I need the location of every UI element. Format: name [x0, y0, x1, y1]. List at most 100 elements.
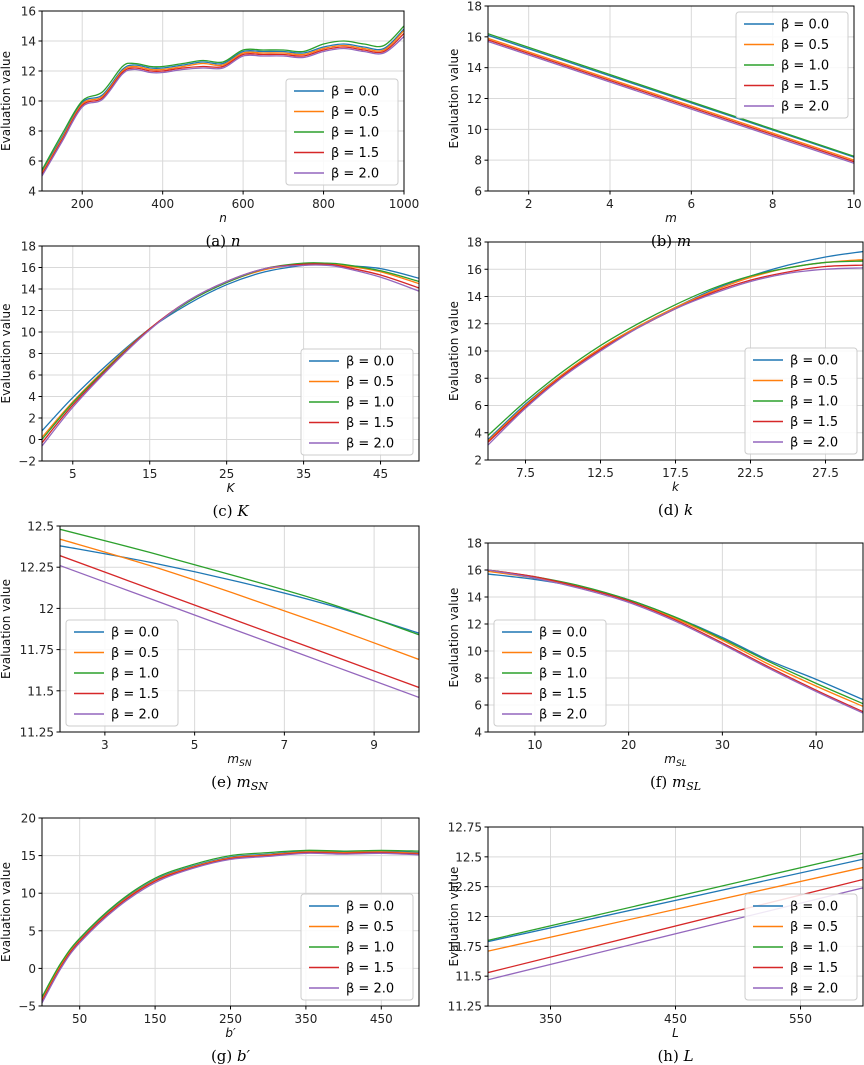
- x-axis-label: b′: [225, 1026, 236, 1040]
- series-line-4: [488, 267, 863, 446]
- x-tick-label: 9: [370, 738, 378, 752]
- y-tick-label: 14: [467, 591, 482, 605]
- y-axis-label: Evaluation value: [0, 579, 13, 679]
- series-line-4: [488, 40, 854, 164]
- x-tick-label: 4: [606, 197, 614, 211]
- series-line-4: [42, 852, 419, 1004]
- series-line-1: [488, 37, 854, 161]
- y-tick-label: 16: [21, 261, 36, 275]
- y-tick-label: 8: [474, 672, 482, 686]
- y-tick-label: 11.25: [20, 726, 54, 740]
- legend-entry: β = 1.5: [111, 687, 159, 702]
- y-tick-label: 5: [28, 924, 36, 938]
- y-tick-label: 6: [474, 699, 482, 713]
- y-tick-label: 18: [467, 537, 482, 551]
- y-tick-label: 4: [28, 390, 36, 404]
- x-axis-label: m: [665, 211, 677, 225]
- panel-caption: (f) mSL: [650, 773, 701, 793]
- chart-panel-5: 10 20 30 40 4 6 8 10 12 14 16 18 mSL Evaluation value…: [447, 537, 864, 793]
- series-line-4: [42, 264, 419, 447]
- y-tick-label: 12: [467, 618, 482, 632]
- x-tick-label: 17.5: [662, 466, 689, 480]
- y-tick-label: 12: [467, 910, 482, 924]
- x-tick-label: 600: [232, 197, 255, 211]
- x-tick-label: 45: [373, 467, 388, 481]
- legend-entry: β = 0.0: [790, 900, 838, 915]
- x-tick-label: 800: [312, 197, 335, 211]
- y-axis-label: Evaluation value: [447, 867, 461, 967]
- y-tick-label: 10: [21, 887, 36, 901]
- x-axis-label: mSL: [664, 752, 686, 769]
- y-tick-label: 8: [28, 347, 36, 361]
- x-axis-label: K: [227, 481, 236, 495]
- series-line-0: [488, 858, 863, 943]
- panel-caption: (d) k: [658, 501, 693, 519]
- series-line-4: [488, 569, 863, 714]
- x-axis-label: n: [219, 211, 227, 225]
- x-tick-label: 350: [539, 1012, 562, 1026]
- legend-entry: β = 1.5: [346, 961, 394, 976]
- y-tick-label: 6: [474, 185, 482, 199]
- x-tick-label: 350: [294, 1012, 317, 1026]
- legend-entry: β = 1.0: [790, 941, 838, 956]
- x-tick-label: 450: [664, 1012, 687, 1026]
- series-line-1: [488, 866, 863, 952]
- y-tick-label: 6: [474, 399, 482, 413]
- chart-panel-7: 350 450 550 11.25 11.5 11.75 12 12.25 12.5 12.75 L…: [447, 821, 864, 1065]
- legend-entry: β = 1.0: [781, 59, 829, 74]
- x-tick-label: 7: [281, 738, 289, 752]
- legend-entry: β = 2.0: [781, 100, 829, 115]
- y-axis-label: Evaluation value: [447, 588, 461, 688]
- series-line-0: [488, 34, 854, 158]
- x-tick-label: 550: [789, 1012, 812, 1026]
- legend-entry: β = 0.5: [346, 375, 394, 390]
- series-line-3: [488, 569, 863, 713]
- legend-entry: β = 2.0: [790, 982, 838, 997]
- series-line-2: [60, 528, 419, 636]
- legend-entry: β = 0.5: [331, 105, 379, 120]
- x-tick-label: 30: [715, 738, 730, 752]
- y-tick-label: 12.25: [448, 880, 482, 894]
- x-tick-label: 35: [296, 467, 311, 481]
- y-tick-label: −5: [18, 1000, 36, 1014]
- series-line-3: [60, 555, 419, 689]
- plot-frame: [59, 525, 420, 733]
- panel-caption: (h) L: [657, 1047, 693, 1065]
- x-tick-label: 2: [525, 197, 533, 211]
- legend: β = 0.0 β = 0.5 β = 1.0 β = 1.5 β = 2.0: [744, 347, 858, 455]
- x-tick-label: 250: [219, 1012, 242, 1026]
- legend: β = 0.0 β = 0.5 β = 1.0 β = 1.5 β = 2.0: [744, 893, 858, 1001]
- y-tick-label: 2: [28, 412, 36, 426]
- y-tick-label: 10: [467, 345, 482, 359]
- y-axis-label: Evaluation value: [447, 301, 461, 401]
- x-tick-label: 5: [69, 467, 77, 481]
- legend-entry: β = 0.0: [331, 85, 379, 100]
- y-tick-label: 12.5: [27, 520, 54, 534]
- legend-entry: β = 1.0: [331, 126, 379, 141]
- legend-entry: β = 1.5: [331, 146, 379, 161]
- legend-entry: β = 2.0: [346, 982, 394, 997]
- panel-caption: (g) b′: [211, 1047, 251, 1065]
- y-tick-label: 16: [467, 30, 482, 44]
- chart-panel-4: 3 5 7 9 11.25 11.5 11.75 12 12.25 12.5 mSN Evaluati…: [0, 520, 420, 793]
- legend-entry: β = 1.5: [539, 687, 587, 702]
- y-tick-label: 8: [474, 154, 482, 168]
- y-tick-label: 11.75: [20, 643, 54, 657]
- chart-panel-6: 50 150 250 350 450 −5 0 5 10 15 20 b′ Evaluation val…: [0, 812, 420, 1065]
- x-tick-label: 27.5: [812, 466, 839, 480]
- legend-entry: β = 0.0: [111, 626, 159, 641]
- y-tick-label: 11.25: [448, 1000, 482, 1014]
- series-line-4: [60, 564, 419, 699]
- chart-panel-0: 200 400 600 800 1000 4 6 8 10 12 14 16 n Evaluation v…: [0, 5, 419, 251]
- series-line-1: [42, 30, 404, 174]
- series-line-2: [488, 33, 854, 157]
- legend: β = 0.0 β = 0.5 β = 1.0 β = 1.5 β = 2.0: [300, 893, 414, 1001]
- legend-entry: β = 0.5: [111, 646, 159, 661]
- panel-caption: (e) mSN: [211, 773, 268, 793]
- legend: β = 0.0 β = 0.5 β = 1.0 β = 1.5 β = 2.0: [300, 348, 414, 456]
- y-axis-label: Evaluation value: [0, 304, 13, 404]
- legend-entry: β = 2.0: [539, 708, 587, 723]
- y-tick-label: 12: [21, 304, 36, 318]
- y-tick-label: 10: [21, 95, 36, 109]
- legend-entry: β = 1.0: [346, 941, 394, 956]
